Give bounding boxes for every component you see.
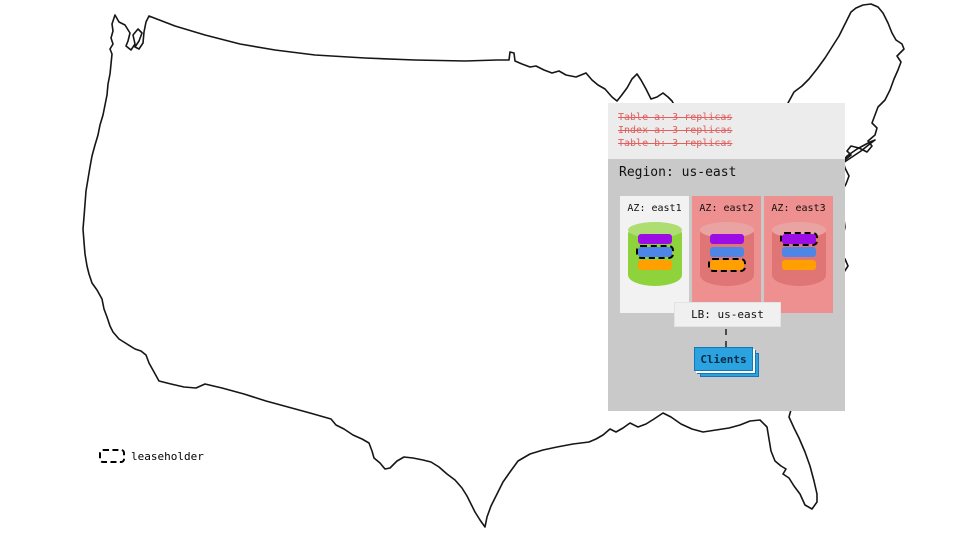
az-box-east2: AZ: east2 bbox=[692, 196, 761, 313]
database-cylinder-icon bbox=[699, 222, 754, 286]
clients-label: Clients bbox=[700, 352, 747, 366]
load-balancer-label: LB: us-east bbox=[691, 308, 764, 321]
replica-bar-orange-leaseholder bbox=[707, 258, 746, 272]
replica-bar-blue-leaseholder bbox=[635, 245, 674, 259]
replica-bar-orange bbox=[781, 260, 816, 270]
schema-header: Table a: 3 replicas Index a: 3 replicas … bbox=[608, 103, 845, 159]
az-box-east3: AZ: east3 bbox=[764, 196, 833, 313]
leaseholder-legend-label: leaseholder bbox=[131, 449, 204, 463]
clients-stack: Clients bbox=[694, 347, 759, 377]
az-box-east1: AZ: east1 bbox=[620, 196, 689, 313]
replica-bar-purple-leaseholder bbox=[779, 232, 818, 246]
database-cylinder-icon bbox=[627, 222, 682, 286]
az-label-east3: AZ: east3 bbox=[771, 203, 826, 214]
schema-line-table-a: Table a: 3 replicas bbox=[618, 112, 733, 123]
replica-bar-purple bbox=[709, 234, 744, 244]
replica-bar-purple bbox=[637, 234, 672, 244]
replica-bars bbox=[772, 232, 826, 270]
schema-line-table-b: Table b: 3 replicas bbox=[618, 138, 733, 149]
replica-bars bbox=[628, 234, 682, 270]
az-row: AZ: east1 AZ: east2 AZ: east3 bbox=[620, 196, 833, 313]
database-cylinder-icon bbox=[771, 222, 826, 286]
az-label-east2: AZ: east2 bbox=[699, 203, 754, 214]
region-panel: Table a: 3 replicas Index a: 3 replicas … bbox=[608, 103, 845, 411]
leaseholder-legend: leaseholder bbox=[99, 449, 204, 463]
replica-bar-blue bbox=[781, 247, 816, 257]
replica-bars bbox=[700, 234, 754, 272]
replica-bar-blue bbox=[709, 247, 744, 257]
region-title: Region: us-east bbox=[619, 165, 737, 180]
load-balancer-box: LB: us-east bbox=[674, 302, 781, 327]
leaseholder-swatch-icon bbox=[99, 449, 125, 463]
lb-clients-connector bbox=[725, 329, 727, 347]
schema-line-index-a: Index a: 3 replicas bbox=[618, 125, 733, 136]
replica-bar-orange bbox=[637, 260, 672, 270]
clients-box: Clients bbox=[694, 347, 753, 371]
az-label-east1: AZ: east1 bbox=[627, 203, 682, 214]
